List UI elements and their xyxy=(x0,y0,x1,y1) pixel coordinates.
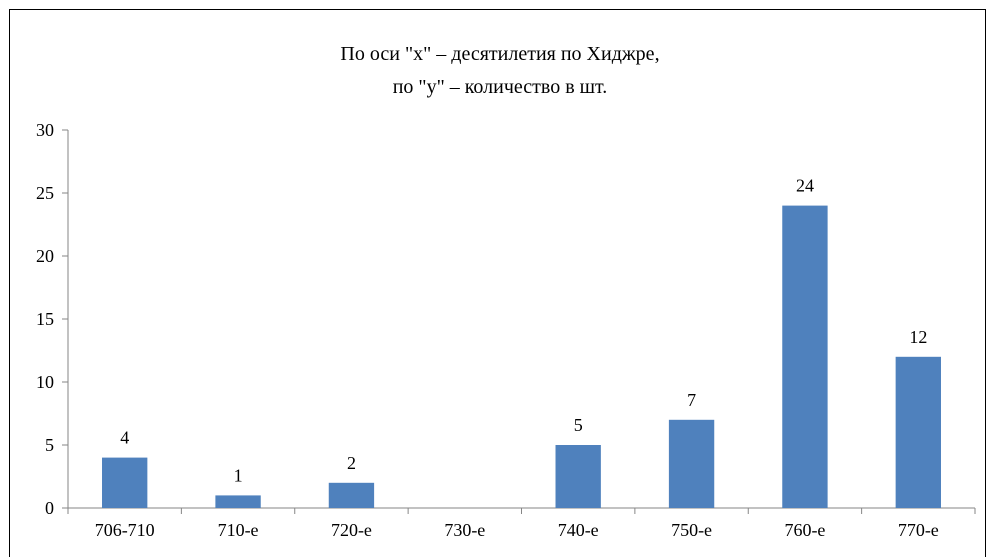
chart-title-line-1: По оси "x" – десятилетия по Хиджре, xyxy=(340,43,659,65)
category-labels: 706-710 710-е 720-е 730-е 740-е 750-е 760-е 770… xyxy=(95,520,939,540)
bar-value-label: 5 xyxy=(574,415,583,435)
bar-value-label: 24 xyxy=(796,176,814,196)
chart-title-line-2: по "y" – количество в шт. xyxy=(393,76,608,98)
bar xyxy=(895,356,941,508)
category-label: 770-е xyxy=(898,520,939,540)
bar xyxy=(328,482,375,508)
chart-title: По оси "x" – десятилетия по Хиджре, по "… xyxy=(340,43,659,98)
bar xyxy=(215,495,261,508)
bar xyxy=(102,457,148,508)
y-tick-label: 0 xyxy=(45,498,54,518)
bar-value-label: 4 xyxy=(120,428,129,448)
category-label: 740-е xyxy=(558,520,599,540)
y-tick-label: 10 xyxy=(36,372,54,392)
x-axis-ticks xyxy=(67,508,976,514)
y-tick-label: 15 xyxy=(36,309,54,329)
y-tick-label: 5 xyxy=(45,435,54,455)
category-label: 710-е xyxy=(218,520,259,540)
y-tick-label: 30 xyxy=(36,120,54,140)
category-label: 720-е xyxy=(331,520,372,540)
category-label: 730-е xyxy=(444,520,485,540)
bar-value-label: 2 xyxy=(347,453,356,473)
category-label: 750-е xyxy=(671,520,712,540)
y-tick-label: 20 xyxy=(36,246,54,266)
bar xyxy=(668,419,715,508)
bar xyxy=(555,445,601,508)
y-axis-ticks: 0 5 10 15 20 25 30 xyxy=(36,120,68,518)
category-label: 706-710 xyxy=(95,520,155,540)
bar-value-label: 1 xyxy=(234,465,243,485)
bar-value-label: 7 xyxy=(687,390,696,410)
bars xyxy=(102,205,941,508)
y-tick-label: 25 xyxy=(36,183,54,203)
bar xyxy=(782,205,828,508)
bar-value-label: 12 xyxy=(909,327,927,347)
category-label: 760-е xyxy=(784,520,825,540)
